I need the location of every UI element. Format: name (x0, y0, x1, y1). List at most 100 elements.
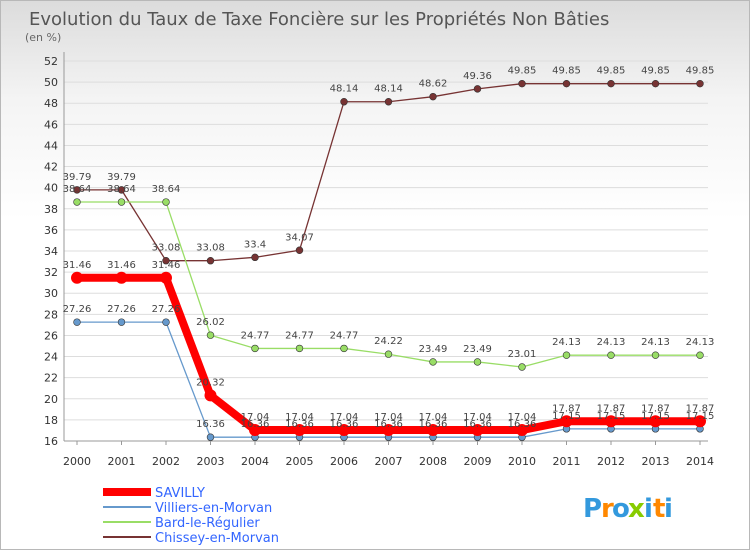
data-labels: 31.46 31.46 31.46 20.32 17.04 17.04 17.04 17.04… (63, 66, 715, 431)
y-tick-label: 34 (44, 245, 58, 258)
legend-label: Bard-le-Régulier (155, 516, 260, 531)
data-label: 16.36 (374, 419, 403, 430)
data-label: 16.36 (463, 419, 492, 430)
data-label: 17.87 (597, 403, 626, 414)
data-point (73, 198, 81, 206)
x-tick-label: 2010 (508, 455, 536, 468)
legend-label: Chissey-en-Morvan (155, 531, 279, 546)
data-label: 38.64 (152, 184, 181, 195)
data-label: 49.85 (686, 66, 715, 77)
y-tick-label: 50 (44, 76, 58, 89)
x-tick-label: 2007 (375, 455, 403, 468)
logo-letter: P (583, 494, 602, 524)
data-point (473, 358, 482, 366)
data-label: 26.02 (196, 317, 225, 328)
data-point (251, 344, 259, 353)
y-tick-label: 26 (44, 329, 58, 342)
y-tick-label: 42 (44, 161, 58, 174)
data-point (295, 344, 304, 353)
data-label: 49.85 (552, 66, 581, 77)
data-label: 48.14 (330, 84, 359, 95)
data-label: 39.79 (63, 172, 92, 183)
y-tick-label: 30 (44, 287, 58, 300)
data-point (340, 98, 348, 106)
data-point (516, 424, 528, 437)
data-point (562, 351, 571, 359)
data-label: 16.36 (508, 419, 537, 430)
data-label: 17.04 (241, 412, 270, 423)
data-point (251, 253, 259, 262)
data-label: 38.64 (107, 184, 136, 195)
data-point (518, 363, 526, 371)
data-point (607, 79, 615, 88)
data-label: 27.26 (63, 304, 92, 315)
data-label: 31.46 (63, 260, 92, 271)
data-label: 17.15 (641, 411, 670, 422)
data-label: 31.46 (107, 260, 136, 271)
data-label: 27.26 (152, 304, 181, 315)
legend-label: SAVILLY (155, 486, 205, 501)
data-label: 16.36 (241, 419, 270, 430)
y-tick-label: 44 (44, 139, 58, 152)
data-point (605, 415, 617, 428)
data-label: 17.15 (552, 411, 581, 422)
data-point (206, 433, 215, 441)
y-tick-label: 38 (44, 203, 58, 216)
data-label: 24.13 (686, 337, 715, 348)
data-point (71, 271, 83, 284)
x-tick-label: 2006 (330, 455, 358, 468)
data-point (473, 85, 482, 93)
y-tick-label: 52 (44, 55, 58, 68)
data-label: 34.07 (285, 232, 314, 243)
series-group (71, 79, 706, 441)
data-label: 49.85 (641, 66, 670, 77)
data-point (651, 351, 660, 359)
data-label: 24.22 (374, 336, 403, 347)
data-point (427, 424, 439, 437)
data-label: 24.13 (597, 337, 626, 348)
data-point (162, 257, 170, 265)
data-label: 17.04 (463, 412, 492, 423)
data-point (293, 424, 306, 437)
data-point (384, 98, 393, 106)
chart-title: Evolution du Taux de Taxe Foncière sur l… (29, 9, 609, 30)
data-point (117, 186, 126, 194)
data-label: 17.04 (285, 412, 314, 423)
data-label: 17.87 (641, 403, 670, 414)
x-tick-label: 2002 (152, 455, 180, 468)
data-point (73, 318, 81, 326)
y-tick-label: 16 (44, 435, 58, 448)
logo-letter: i (664, 494, 673, 524)
logo-letter: x (628, 494, 645, 524)
data-label: 20.32 (196, 377, 225, 388)
data-point (73, 186, 81, 194)
data-point (696, 79, 704, 88)
y-tick-label: 18 (44, 414, 58, 427)
data-point (249, 424, 261, 437)
legend-label: Villiers-en-Morvan (155, 501, 272, 516)
y-tick-label: 22 (44, 372, 58, 385)
y-tick-label: 32 (44, 266, 58, 279)
y-tick-label: 46 (44, 118, 58, 131)
data-point (694, 415, 706, 428)
data-point (206, 257, 215, 265)
data-label: 24.77 (330, 330, 359, 341)
y-tick-label: 24 (44, 351, 58, 364)
data-label: 17.15 (686, 411, 715, 422)
data-label: 49.85 (597, 66, 626, 77)
data-point (162, 198, 170, 206)
y-tick-label: 28 (44, 308, 58, 321)
data-point (204, 389, 217, 402)
data-label: 24.77 (241, 330, 270, 341)
data-point (338, 424, 350, 437)
data-label: 31.46 (152, 260, 181, 271)
data-point (295, 246, 304, 254)
logo-letter: o (612, 494, 630, 524)
x-tick-label: 2005 (286, 455, 314, 468)
y-tick-label: 40 (44, 182, 58, 195)
x-tick-label: 2004 (241, 455, 269, 468)
data-point (518, 79, 526, 88)
data-point (560, 415, 573, 428)
